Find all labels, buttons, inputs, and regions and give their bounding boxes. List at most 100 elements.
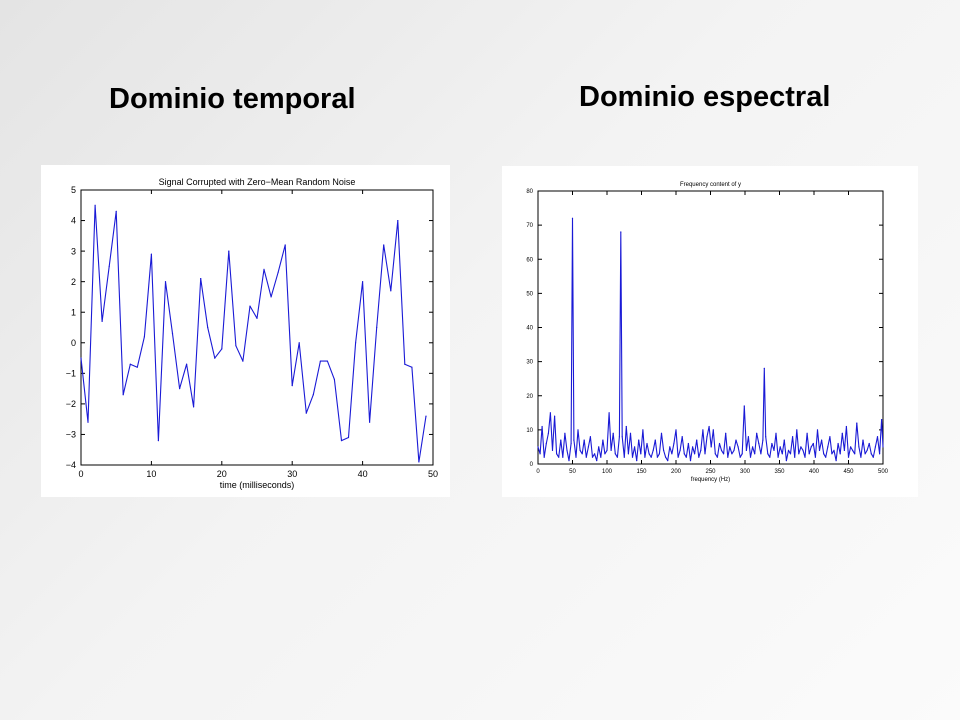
- data-point: [712, 429, 714, 431]
- data-point: [418, 461, 420, 463]
- data-point: [87, 421, 89, 423]
- data-point: [754, 453, 756, 455]
- data-point: [164, 281, 167, 283]
- data-point: [856, 422, 858, 424]
- x-tick-label: 20: [217, 469, 227, 479]
- data-point: [600, 456, 602, 458]
- x-tick-label: 250: [705, 469, 716, 475]
- x-tick-label: 10: [146, 469, 156, 479]
- data-point: [765, 436, 767, 438]
- data-point: [94, 204, 96, 206]
- data-point: [872, 456, 874, 458]
- data-point: [312, 394, 314, 396]
- data-point: [581, 453, 583, 455]
- data-point: [411, 366, 413, 368]
- data-point: [716, 456, 718, 458]
- data-point: [193, 406, 195, 408]
- data-point: [829, 436, 831, 438]
- y-tick-label: −2: [66, 399, 76, 409]
- data-point: [648, 453, 650, 455]
- data-point: [631, 456, 634, 458]
- x-tick-label: 40: [358, 469, 368, 479]
- data-point: [714, 453, 716, 455]
- data-point: [200, 278, 202, 280]
- data-point: [781, 453, 783, 455]
- data-point: [696, 439, 698, 441]
- data-point: [589, 436, 591, 438]
- data-point: [675, 429, 677, 431]
- data-point: [108, 265, 110, 267]
- data-point: [660, 432, 663, 434]
- data-point: [843, 449, 845, 451]
- data-point: [591, 456, 594, 458]
- data-point: [756, 432, 758, 434]
- data-point: [739, 456, 741, 458]
- data-point: [596, 460, 598, 462]
- y-tick-label: 70: [526, 223, 533, 229]
- data-point: [594, 453, 596, 455]
- data-point: [543, 456, 545, 458]
- data-point: [831, 453, 833, 455]
- data-point: [737, 446, 739, 448]
- data-point: [752, 446, 754, 448]
- data-point: [673, 442, 675, 445]
- data-point: [733, 449, 735, 451]
- data-point: [186, 363, 188, 365]
- data-point: [640, 453, 642, 455]
- data-point: [763, 367, 765, 369]
- data-point: [804, 456, 806, 458]
- data-point: [796, 429, 798, 431]
- data-point: [794, 456, 796, 458]
- x-tick-label: 200: [671, 469, 682, 475]
- plot-frame: [80, 189, 434, 466]
- y-tick-label: 60: [526, 257, 533, 263]
- data-point: [658, 453, 660, 455]
- data-point: [823, 453, 825, 455]
- data-point: [638, 439, 640, 441]
- y-tick-label: 1: [71, 307, 76, 317]
- data-point: [235, 345, 237, 347]
- data-point: [870, 453, 872, 455]
- data-point: [537, 446, 539, 448]
- data-point: [685, 456, 687, 458]
- data-point: [551, 449, 554, 451]
- data-point: [839, 453, 841, 455]
- data-point: [700, 449, 702, 451]
- data-point: [868, 442, 870, 445]
- data-point: [862, 439, 864, 441]
- data-point: [760, 453, 762, 455]
- data-point: [845, 425, 847, 428]
- data-point: [663, 449, 665, 451]
- data-point: [583, 439, 585, 441]
- data-point: [876, 436, 879, 438]
- y-tick-label: 10: [526, 428, 533, 434]
- data-point: [667, 460, 669, 462]
- data-point: [743, 405, 745, 407]
- data-point: [800, 446, 802, 448]
- data-point: [650, 456, 652, 458]
- data-point: [80, 357, 82, 359]
- data-point: [827, 446, 829, 448]
- x-axis-label: frequency (Hz): [691, 477, 730, 483]
- data-point: [720, 449, 723, 451]
- data-point: [837, 442, 839, 445]
- data-point: [547, 432, 549, 434]
- data-point: [710, 446, 712, 448]
- y-tick-label: 5: [71, 185, 76, 195]
- data-point: [775, 432, 777, 434]
- data-point: [866, 449, 868, 451]
- x-tick-label: 0: [536, 469, 540, 475]
- data-point: [556, 453, 558, 455]
- data-point: [143, 336, 145, 338]
- data-point: [704, 453, 706, 455]
- data-point: [821, 439, 823, 441]
- right-heading: Dominio espectral: [579, 81, 831, 113]
- data-point: [847, 456, 850, 458]
- data-point: [390, 290, 392, 292]
- data-point: [604, 453, 606, 455]
- data-point: [157, 440, 159, 442]
- data-point: [340, 440, 343, 442]
- data-point: [585, 456, 587, 458]
- data-point: [850, 446, 852, 448]
- data-point: [171, 333, 174, 335]
